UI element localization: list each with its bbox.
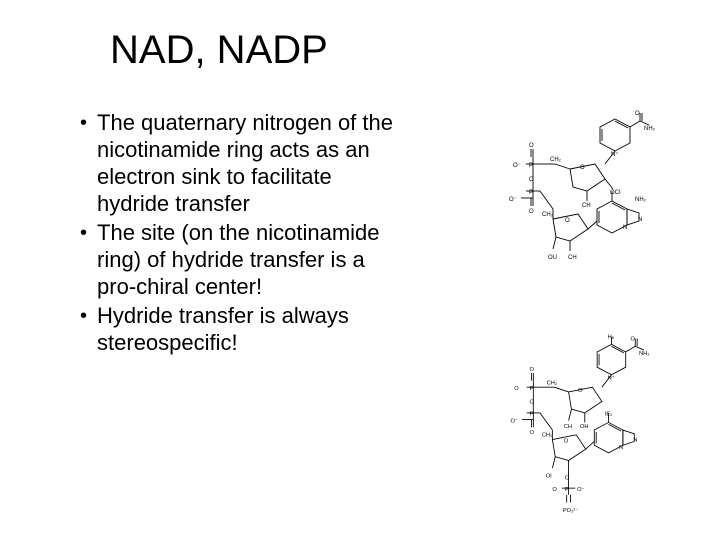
- svg-text:O: O: [564, 438, 569, 444]
- svg-text:O: O: [529, 143, 534, 149]
- bullet-item: • The site (on the nicotinamide ring) of…: [80, 219, 400, 300]
- bullet-text: Hydride transfer is always stereospecifi…: [97, 302, 400, 356]
- nadp-structure-diagram: Hₐ O NH₂ N⁺ CH₂ P O O O P O⁻ O CH OH: [425, 331, 655, 531]
- label-CH2: CH₂: [547, 380, 557, 386]
- bullet-marker-icon: •: [80, 302, 87, 330]
- label-CH2: CH₂: [550, 157, 562, 163]
- label-NH2b: NH₂: [635, 197, 647, 203]
- svg-text:O⁻: O⁻: [513, 163, 521, 169]
- content-row: • The quaternary nitrogen of the nicotin…: [40, 109, 680, 531]
- svg-text:O⁻: O⁻: [577, 487, 584, 493]
- label-IE2: IE₂: [605, 412, 613, 418]
- label-Nplus: N⁺: [608, 375, 615, 382]
- label-Nplus: N⁺: [611, 151, 619, 158]
- svg-text:P: P: [529, 190, 533, 196]
- slide-title: NAD, NADP: [110, 28, 680, 73]
- svg-text:O: O: [530, 430, 535, 436]
- svg-text:O: O: [565, 218, 570, 224]
- svg-text:N: N: [638, 217, 642, 223]
- svg-text:CH: CH: [564, 424, 572, 430]
- svg-text:O: O: [530, 367, 535, 373]
- svg-text:P: P: [529, 163, 533, 169]
- svg-text:P: P: [530, 412, 534, 418]
- svg-text:O: O: [578, 388, 583, 394]
- bullet-list: • The quaternary nitrogen of the nicotin…: [40, 109, 400, 531]
- svg-text:O: O: [580, 165, 585, 171]
- svg-text:O: O: [530, 399, 535, 405]
- svg-text:O: O: [529, 209, 534, 215]
- svg-text:CH: CH: [568, 255, 577, 261]
- figure-column: O NH₂ N⁺ CH₂ P O⁻ O O P O⁻ O CH OCI NH₂: [400, 109, 680, 531]
- svg-text:P: P: [530, 386, 534, 392]
- svg-text:Hₐ: Hₐ: [608, 335, 615, 341]
- bullet-marker-icon: •: [80, 219, 87, 247]
- label-NH2: NH₂: [644, 126, 655, 132]
- label-CH: CH: [582, 203, 591, 209]
- bullet-text: The quaternary nitrogen of the nicotinam…: [97, 109, 400, 217]
- bullet-item: • Hydride transfer is always stereospeci…: [80, 302, 400, 356]
- nad-structure-diagram: O NH₂ N⁺ CH₂ P O⁻ O O P O⁻ O CH OCI NH₂: [425, 109, 655, 309]
- svg-text:CH₂: CH₂: [542, 433, 552, 439]
- svg-text:N: N: [633, 437, 637, 443]
- svg-text:N: N: [623, 225, 627, 231]
- svg-text:CH₂: CH₂: [542, 212, 554, 218]
- svg-text:O: O: [529, 177, 534, 183]
- svg-text:O⁻: O⁻: [509, 197, 517, 203]
- bullet-marker-icon: •: [80, 109, 87, 137]
- label-OCI: OCI: [610, 190, 621, 196]
- svg-text:O: O: [565, 476, 570, 482]
- slide-container: NAD, NADP • The quaternary nitrogen of t…: [0, 0, 720, 540]
- svg-text:O: O: [630, 337, 635, 343]
- svg-text:P: P: [565, 487, 569, 493]
- label-PO3: PO₃²⁻: [563, 508, 578, 514]
- label-OU: OU: [548, 255, 557, 261]
- svg-text:O: O: [552, 487, 557, 493]
- label-O: O: [635, 111, 640, 117]
- bullet-item: • The quaternary nitrogen of the nicotin…: [80, 109, 400, 217]
- svg-text:O: O: [514, 386, 519, 392]
- svg-text:O⁻: O⁻: [510, 418, 517, 424]
- svg-text:N: N: [619, 445, 623, 451]
- svg-text:OH: OH: [580, 424, 589, 430]
- bullet-text: The site (on the nicotinamide ring) of h…: [97, 219, 400, 300]
- label-NH2: NH₂: [639, 351, 649, 357]
- label-OI: OI: [546, 474, 552, 480]
